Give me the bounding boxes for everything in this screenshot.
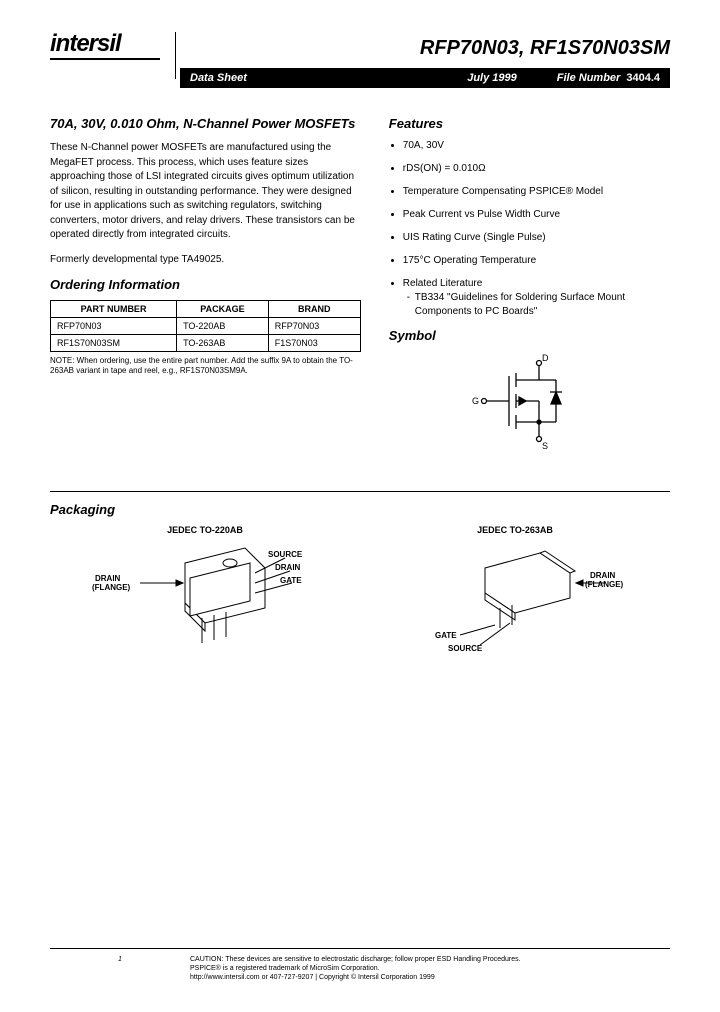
banner-date: July 1999 bbox=[467, 72, 517, 84]
svg-text:(FLANGE): (FLANGE) bbox=[92, 583, 131, 592]
intro-paragraph-2: Formerly developmental type TA49025. bbox=[50, 253, 361, 268]
part-title: RFP70N03, RF1S70N03SM bbox=[420, 37, 670, 60]
feature-item: 70A, 30V bbox=[403, 139, 670, 153]
banner-file-label: File Number bbox=[557, 72, 621, 84]
svg-text:GATE: GATE bbox=[435, 631, 457, 640]
feature-item: Related Literature TB334 "Guidelines for… bbox=[403, 277, 670, 319]
logo-underline bbox=[50, 58, 160, 60]
package-to220: JEDEC TO-220AB DRAIN (FLANG bbox=[90, 525, 320, 663]
feature-item: Temperature Compensating PSPICE® Model bbox=[403, 185, 670, 199]
banner-row: Data Sheet July 1999 File Number 3404.4 bbox=[50, 68, 670, 88]
footer-caution: CAUTION: These devices are sensitive to … bbox=[190, 955, 670, 964]
page-number: 1 bbox=[50, 955, 190, 982]
feature-subitem: TB334 "Guidelines for Soldering Surface … bbox=[407, 291, 670, 319]
footer-trademark: PSPICE® is a registered trademark of Mic… bbox=[190, 964, 670, 973]
col-part: PART NUMBER bbox=[51, 301, 177, 318]
feature-item: 175°C Operating Temperature bbox=[403, 254, 670, 268]
package-to263: JEDEC TO-263AB DRAIN (FLANGE) GATE SOURC… bbox=[400, 525, 630, 663]
vertical-rule bbox=[175, 32, 176, 79]
svg-text:SOURCE: SOURCE bbox=[448, 644, 483, 653]
two-column-layout: 70A, 30V, 0.010 Ohm, N-Channel Power MOS… bbox=[50, 116, 670, 451]
ordering-note: NOTE: When ordering, use the entire part… bbox=[50, 356, 361, 377]
footer: 1 CAUTION: These devices are sensitive t… bbox=[50, 948, 670, 982]
svg-text:DRAIN: DRAIN bbox=[275, 563, 301, 572]
label-d: D bbox=[542, 353, 549, 363]
table-row: RFP70N03 TO-220AB RFP70N03 bbox=[51, 318, 361, 335]
svg-text:SOURCE: SOURCE bbox=[268, 550, 303, 559]
features-list: 70A, 30V rDS(ON) = 0.010Ω Temperature Co… bbox=[389, 139, 670, 319]
feature-item: UIS Rating Curve (Single Pulse) bbox=[403, 231, 670, 245]
intro-paragraph-1: These N-Channel power MOSFETs are manufa… bbox=[50, 141, 361, 243]
packaging-title: Packaging bbox=[50, 502, 670, 517]
pkg1-title: JEDEC TO-220AB bbox=[90, 525, 320, 535]
feature-item: Peak Current vs Pulse Width Curve bbox=[403, 208, 670, 222]
black-banner: Data Sheet July 1999 File Number 3404.4 bbox=[180, 68, 670, 88]
left-column: 70A, 30V, 0.010 Ohm, N-Channel Power MOS… bbox=[50, 116, 361, 451]
label-g: G bbox=[472, 396, 479, 406]
svg-text:GATE: GATE bbox=[280, 576, 302, 585]
right-column: Features 70A, 30V rDS(ON) = 0.010Ω Tempe… bbox=[389, 116, 670, 451]
logo-block: intersil bbox=[50, 30, 160, 60]
table-header-row: PART NUMBER PACKAGE BRAND bbox=[51, 301, 361, 318]
feature-item: rDS(ON) = 0.010Ω bbox=[403, 162, 670, 176]
svg-text:DRAIN: DRAIN bbox=[95, 574, 121, 583]
banner-file-number: 3404.4 bbox=[626, 72, 660, 84]
col-package: PACKAGE bbox=[177, 301, 269, 318]
product-subtitle: 70A, 30V, 0.010 Ohm, N-Channel Power MOS… bbox=[50, 116, 361, 131]
banner-label: Data Sheet bbox=[190, 72, 247, 84]
label-s: S bbox=[542, 441, 548, 451]
col-brand: BRAND bbox=[268, 301, 360, 318]
ordering-title: Ordering Information bbox=[50, 277, 361, 292]
svg-text:(FLANGE): (FLANGE) bbox=[585, 580, 624, 589]
symbol-title: Symbol bbox=[389, 328, 670, 343]
svg-text:DRAIN: DRAIN bbox=[590, 571, 616, 580]
footer-text: CAUTION: These devices are sensitive to … bbox=[190, 955, 670, 982]
packaging-row: JEDEC TO-220AB DRAIN (FLANG bbox=[50, 525, 670, 663]
features-title: Features bbox=[389, 116, 670, 131]
table-row: RF1S70N03SM TO-263AB F1S70N03 bbox=[51, 335, 361, 352]
logo-text: intersil bbox=[50, 30, 160, 58]
to220-icon: DRAIN (FLANGE) SOURCE DRAIN GATE bbox=[90, 543, 320, 663]
symbol-diagram: D G S bbox=[389, 351, 670, 451]
feature-sublist: TB334 "Guidelines for Soldering Surface … bbox=[403, 291, 670, 319]
footer-contact: http://www.intersil.com or 407-727-9207 … bbox=[190, 973, 670, 982]
pkg2-title: JEDEC TO-263AB bbox=[400, 525, 630, 535]
ordering-table: PART NUMBER PACKAGE BRAND RFP70N03 TO-22… bbox=[50, 300, 361, 352]
section-divider bbox=[50, 491, 670, 492]
to263-icon: DRAIN (FLANGE) GATE SOURCE bbox=[400, 543, 630, 663]
packaging-section: Packaging JEDEC TO-220AB bbox=[50, 502, 670, 663]
mosfet-symbol-icon: D G S bbox=[464, 351, 594, 451]
header-row: intersil RFP70N03, RF1S70N03SM bbox=[50, 30, 670, 60]
